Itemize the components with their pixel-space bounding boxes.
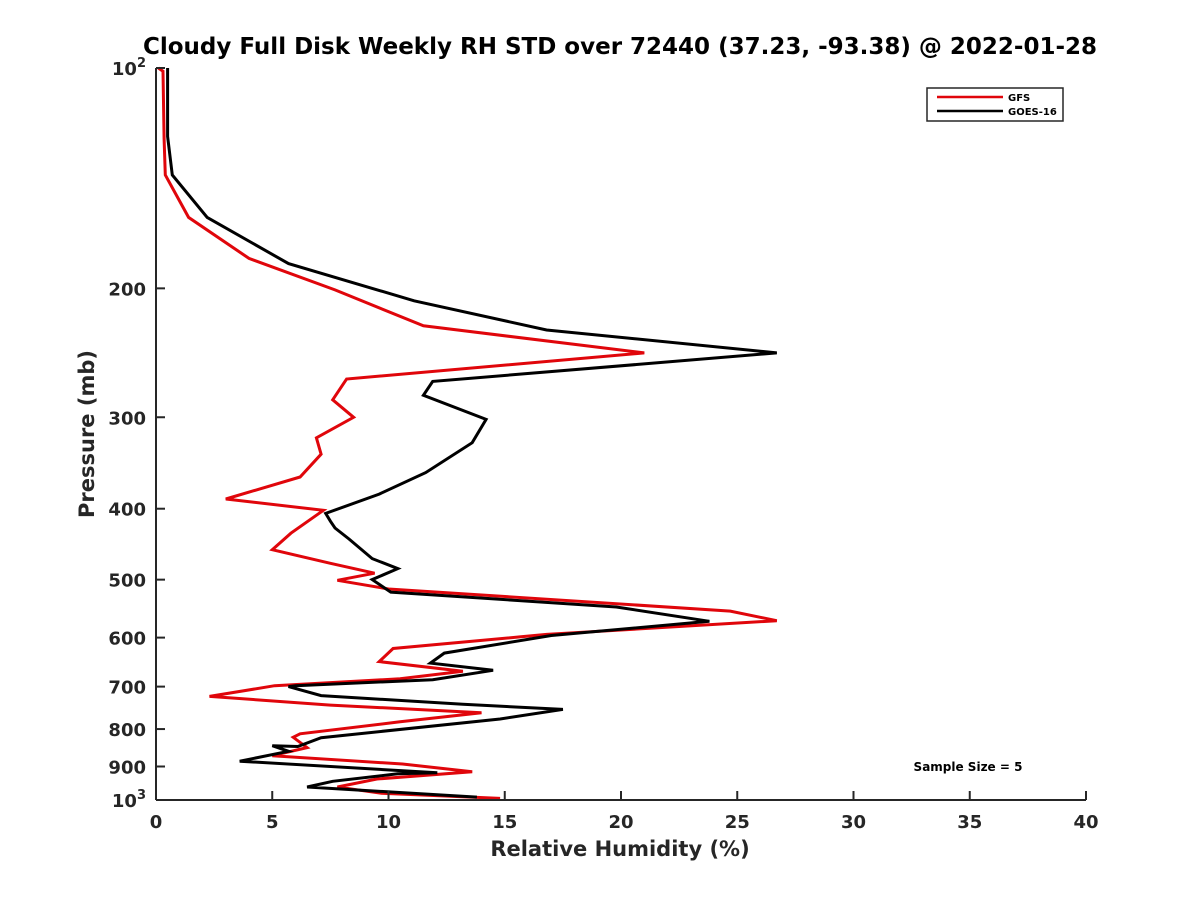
x-tick-label: 0 bbox=[150, 812, 163, 833]
x-axis-label: Relative Humidity (%) bbox=[490, 837, 749, 861]
x-tick-label: 35 bbox=[957, 812, 982, 833]
legend-label-goes16: GOES-16 bbox=[1008, 107, 1057, 118]
y-tick-label: 500 bbox=[108, 571, 146, 592]
series-line-goes16 bbox=[166, 68, 777, 799]
legend-label-gfs: GFS bbox=[1008, 93, 1030, 104]
chart-title: Cloudy Full Disk Weekly RH STD over 7244… bbox=[143, 34, 1097, 60]
x-tick-label: 10 bbox=[376, 812, 401, 833]
x-tick-label: 25 bbox=[725, 812, 750, 833]
y-tick-label: 300 bbox=[108, 408, 146, 429]
x-tick-label: 15 bbox=[492, 812, 517, 833]
x-axis-ticks: 0 5 10 15 20 25 30 35 40 bbox=[150, 791, 1099, 833]
y-tick-label: 600 bbox=[108, 629, 146, 650]
y-tick-label: 800 bbox=[108, 720, 146, 741]
y-tick-label: 700 bbox=[108, 678, 146, 699]
plot-area bbox=[157, 66, 778, 800]
x-tick-label: 20 bbox=[608, 812, 633, 833]
y-axis-label: Pressure (mb) bbox=[75, 350, 99, 518]
y-tick-label: 400 bbox=[108, 500, 146, 521]
legend: GFS GOES-16 bbox=[926, 87, 1064, 122]
x-tick-label: 30 bbox=[841, 812, 866, 833]
y-tick-label: 200 bbox=[108, 279, 146, 300]
sample-size-annotation: Sample Size = 5 bbox=[914, 760, 1023, 774]
legend-box bbox=[926, 87, 1064, 122]
x-tick-label: 5 bbox=[266, 812, 279, 833]
x-tick-label: 40 bbox=[1073, 812, 1098, 833]
y-tick-label: 900 bbox=[108, 758, 146, 779]
